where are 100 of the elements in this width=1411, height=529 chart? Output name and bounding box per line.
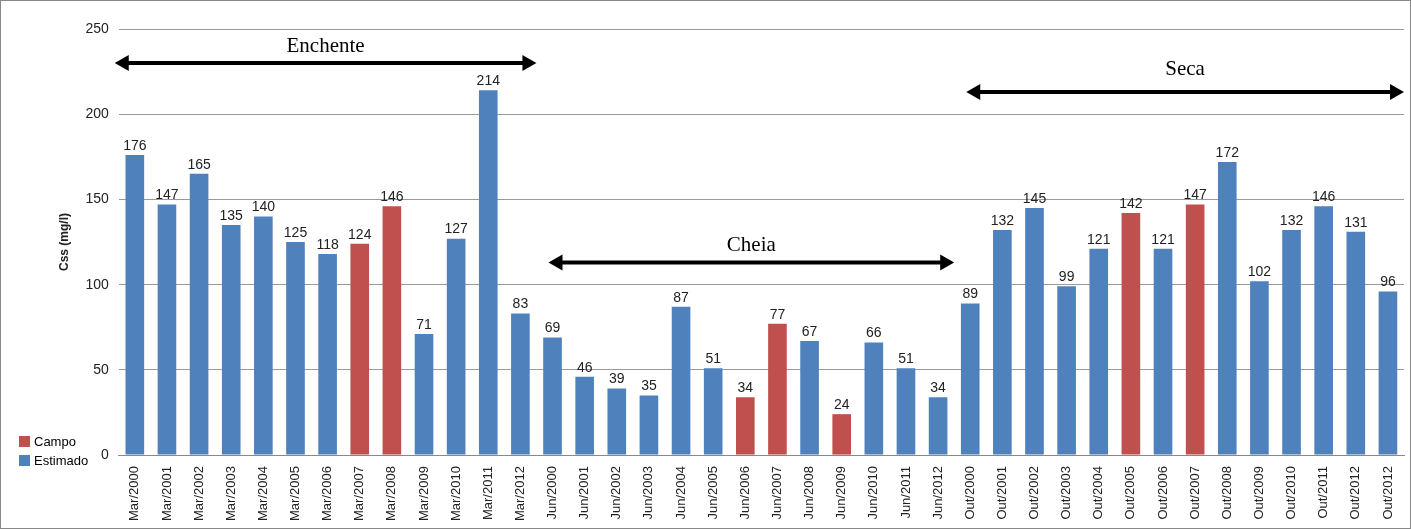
bar [1346,231,1366,455]
bar [414,334,434,455]
bar [1057,286,1076,455]
bar [639,395,659,455]
data-label: 135 [219,206,244,223]
data-label: 176 [123,136,147,153]
data-label: 172 [1215,143,1240,160]
x-tick-label: Out/2009 [1250,466,1266,520]
data-label: 147 [155,186,179,203]
data-label: 34 [737,378,754,395]
x-tick-label: Jun/2000 [544,466,560,520]
bar [1250,281,1269,455]
bar [286,242,305,455]
x-tick-label: Mar/2011 [479,466,495,521]
x-tick-label: Jun/2006 [736,466,752,520]
annotation: Cheia [726,232,776,258]
y-tick-label: 150 [85,190,109,207]
bar [350,243,370,455]
x-tick-label: Mar/2012 [511,466,527,521]
data-label: 39 [609,370,625,387]
data-label: 87 [673,288,690,305]
x-tick-label: Jun/2003 [640,466,656,520]
x-tick-label: Jun/2008 [801,466,817,520]
bar [832,414,852,455]
data-label: 127 [444,220,469,237]
bar [1025,207,1044,455]
data-label: 132 [1279,211,1304,228]
bar [478,90,498,455]
data-label: 214 [476,72,501,89]
bar [768,323,787,455]
data-label: 51 [705,350,722,367]
x-tick-label: Jun/2009 [833,466,849,520]
bar [928,397,948,455]
bar [543,337,562,455]
data-label: 121 [1151,230,1175,247]
x-tick-label: Out/2007 [1186,466,1202,520]
bar [575,376,594,455]
bar [736,397,755,455]
bar [157,204,177,455]
x-tick-label: Out/2010 [1283,466,1299,520]
x-tick-label: Jun/2010 [865,466,881,520]
data-label: 102 [1247,263,1272,280]
bar [1153,248,1173,455]
x-tick-label: Jun/2007 [769,466,785,520]
data-label: 69 [544,319,561,336]
data-label: 67 [801,322,818,339]
x-tick-label: Mar/2010 [447,466,463,521]
bar [511,313,530,455]
bar [446,238,466,455]
data-label: 147 [1183,186,1208,203]
bar [1121,213,1141,455]
data-label: 118 [316,235,339,252]
bar [960,303,980,455]
x-tick-label: Out/2005 [1122,466,1138,520]
data-label: 165 [187,155,211,172]
y-tick-label: 200 [85,105,109,122]
annotation: Seca [1165,56,1205,82]
x-tick-label: Mar/2000 [126,466,142,521]
bar [703,368,723,455]
bar [800,340,819,455]
bar [1282,230,1301,455]
x-tick-label: Out/2002 [1026,466,1042,520]
data-label: 146 [380,188,404,205]
data-label: 96 [1380,273,1396,290]
bar [125,155,145,455]
data-label: 125 [283,223,308,240]
data-label: 145 [1022,189,1047,206]
x-tick-label: Mar/2003 [222,466,238,521]
data-label: 35 [641,377,657,394]
x-tick-label: Out/2003 [1058,466,1074,520]
x-tick-label: Mar/2005 [287,466,303,521]
y-tick-label: 50 [93,360,109,377]
x-tick-label: Mar/2008 [383,466,399,521]
y-tick-label: 0 [100,445,109,462]
x-tick-label: Jun/2011 [897,466,913,519]
x-tick-label: Mar/2007 [351,466,367,521]
data-label: 83 [512,295,529,312]
data-label: 132 [990,211,1015,228]
bar [1314,206,1333,455]
bar [671,306,691,455]
bar [1217,161,1237,455]
data-label: 51 [898,350,914,367]
x-tick-label: Jun/2001 [576,466,592,520]
bar [382,206,402,455]
bar [189,173,209,455]
bar [1089,248,1109,455]
x-tick-label: Jun/2004 [672,466,688,520]
bar [221,225,241,455]
x-tick-label: Jun/2012 [929,466,945,520]
data-label: 66 [866,324,882,341]
data-label: 77 [769,305,786,322]
x-tick-label: Out/2000 [961,466,977,520]
x-tick-label: Jun/2002 [608,466,624,520]
bar [864,342,884,455]
data-label: 71 [416,315,432,332]
bar [993,230,1012,455]
data-label: 121 [1087,230,1111,247]
bar [1185,204,1205,455]
x-tick-label: Jun/2005 [704,466,720,520]
x-tick-label: Mar/2006 [319,466,335,521]
